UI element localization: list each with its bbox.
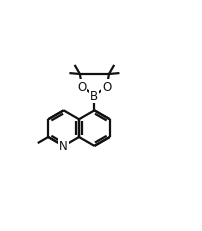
Text: O: O (102, 80, 112, 93)
Text: N: N (59, 140, 68, 153)
Text: O: O (77, 80, 86, 93)
Text: B: B (90, 90, 99, 103)
